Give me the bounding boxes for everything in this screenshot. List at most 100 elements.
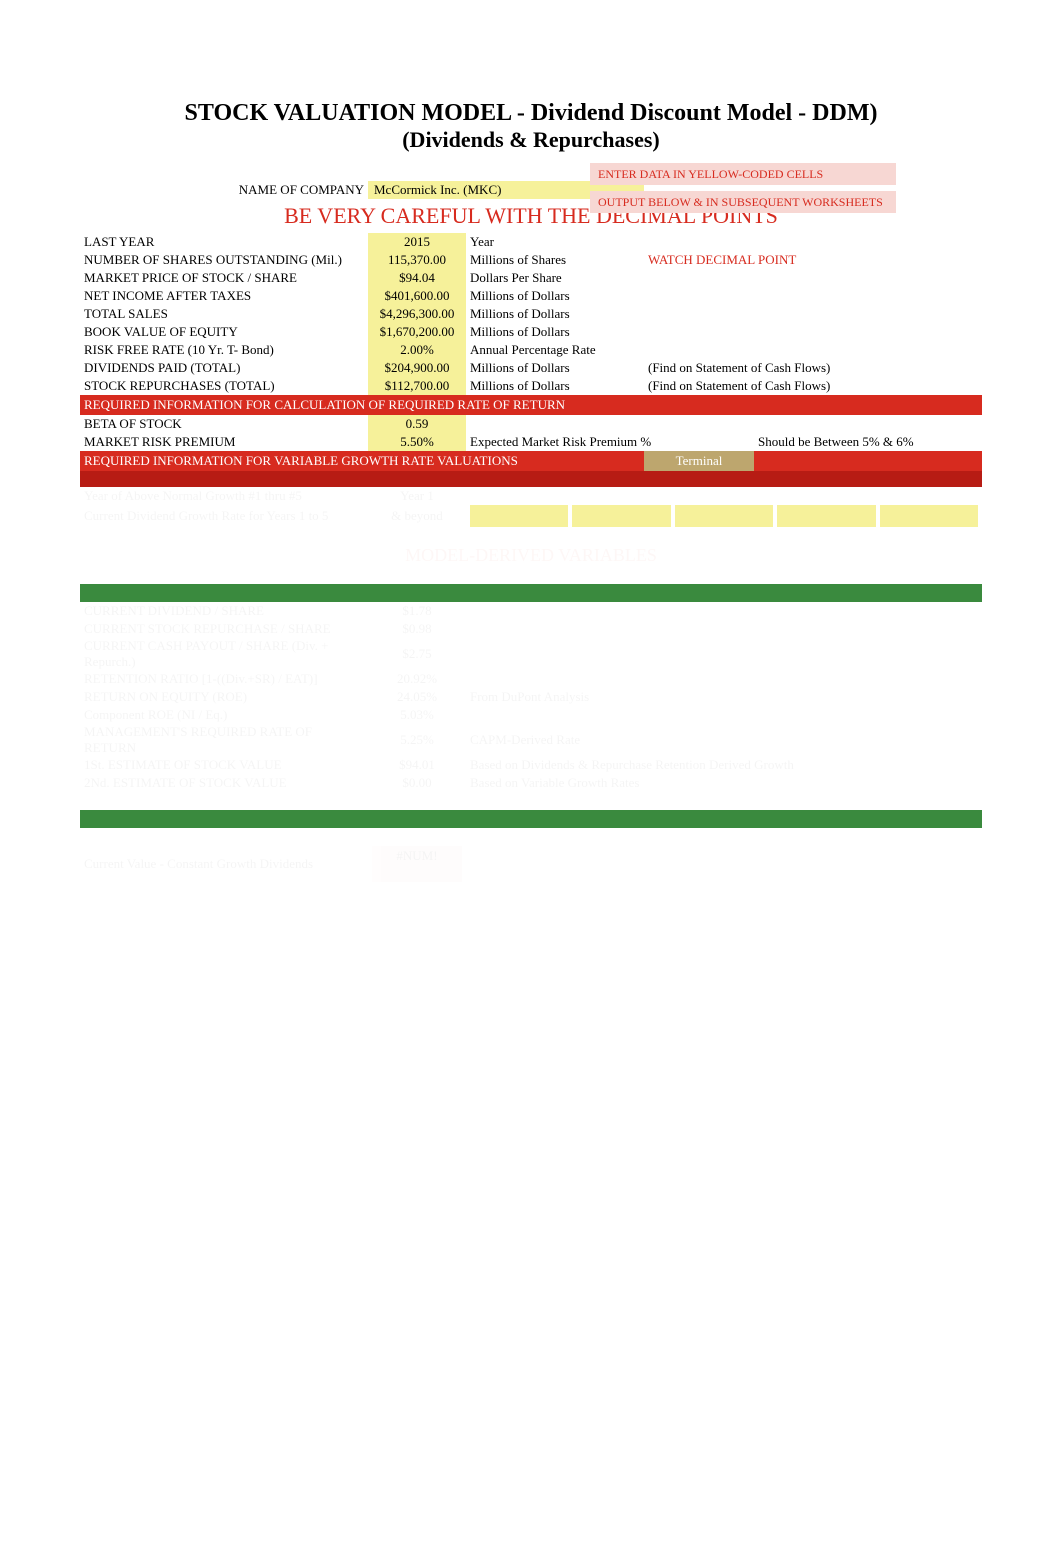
derived-label: CURRENT CASH PAYOUT / SHARE (Div. + Repu… <box>80 638 368 670</box>
row-label: STOCK REPURCHASES (TOTAL) <box>80 377 368 395</box>
row-unit: Millions of Dollars <box>466 359 644 377</box>
table-row: BETA OF STOCK 0.59 <box>80 415 982 433</box>
title-main: STOCK VALUATION MODEL - Dividend Discoun… <box>80 100 982 127</box>
table-row: MARKET PRICE OF STOCK / SHARE $94.04 Dol… <box>80 269 982 287</box>
instruction-output-below: OUTPUT BELOW & IN SUBSEQUENT WORKSHEETS <box>590 191 896 213</box>
row-note: (Find on Statement of Cash Flows) <box>644 359 982 377</box>
table-row: BOOK VALUE OF EQUITY $1,670,200.00 Milli… <box>80 323 982 341</box>
row-label: LAST YEAR <box>80 233 368 251</box>
growth-rate-input-5[interactable] <box>880 505 978 527</box>
mrp-label: MARKET RISK PREMIUM <box>80 433 368 451</box>
derived-value: 5.25% <box>368 724 466 756</box>
derived-label: Component ROE (NI / Eq.) <box>80 706 368 724</box>
derived-label: CURRENT STOCK REPURCHASE / SHARE <box>80 620 368 638</box>
derived-value: 20.92% <box>368 670 466 688</box>
derived-value: $94.01 <box>368 756 466 774</box>
row-value[interactable]: $1,670,200.00 <box>368 323 466 341</box>
derived-label: RETURN ON EQUITY (ROE) <box>80 688 368 706</box>
growth-rate-input-4[interactable] <box>777 505 875 527</box>
table-row: RETURN ON EQUITY (ROE) 24.05% From DuPon… <box>80 688 982 706</box>
row-label: TOTAL SALES <box>80 305 368 323</box>
instruction-enter-data: ENTER DATA IN YELLOW-CODED CELLS <box>590 163 896 185</box>
year-cell: Year 1 <box>368 487 466 505</box>
derived-unit: Based on Variable Growth Rates <box>466 774 982 792</box>
derived-value: 5.03% <box>368 706 466 724</box>
table-row: LAST YEAR 2015 Year <box>80 233 982 251</box>
table-row: 2Nd. ESTIMATE OF STOCK VALUE $0.00 Based… <box>80 774 982 792</box>
green-header-1 <box>80 584 982 602</box>
derived-value: $0.98 <box>368 620 466 638</box>
beta-value[interactable]: 0.59 <box>368 415 466 433</box>
row-unit: Dollars Per Share <box>466 269 644 287</box>
row-label: BOOK VALUE OF EQUITY <box>80 323 368 341</box>
table-row: CURRENT DIVIDEND / SHARE $1.78 <box>80 602 982 620</box>
green-header-2 <box>80 810 982 828</box>
table-row: MARKET RISK PREMIUM 5.50% Expected Marke… <box>80 433 982 451</box>
row-note: (Find on Statement of Cash Flows) <box>644 377 982 395</box>
row-label: DIVIDENDS PAID (TOTAL) <box>80 359 368 377</box>
table-row: RETENTION RATIO [1-((Div.+SR) / EAT)] 20… <box>80 670 982 688</box>
row-label: RISK FREE RATE (10 Yr. T- Bond) <box>80 341 368 359</box>
row-value[interactable]: 2015 <box>368 233 466 251</box>
constant-growth-value: #NUM! <box>372 846 462 882</box>
row-unit: Millions of Dollars <box>466 287 644 305</box>
table-row: NET INCOME AFTER TAXES $401,600.00 Milli… <box>80 287 982 305</box>
row-label: NET INCOME AFTER TAXES <box>80 287 368 305</box>
growth-beyond: & beyond <box>368 505 466 527</box>
row-unit: Millions of Dollars <box>466 305 644 323</box>
derived-value: $2.75 <box>368 638 466 670</box>
table-row: CURRENT CASH PAYOUT / SHARE (Div. + Repu… <box>80 638 982 670</box>
section-derived: MODEL-DERIVED VARIABLES <box>80 545 982 566</box>
growth-rate-input-1[interactable] <box>470 505 568 527</box>
derived-value: $1.78 <box>368 602 466 620</box>
row-unit: Annual Percentage Rate <box>466 341 644 359</box>
row-unit: Year <box>466 233 644 251</box>
derived-label: MANAGEMENT'S REQUIRED RATE OF RETURN <box>80 724 368 756</box>
mrp-unit: Expected Market Risk Premium % <box>466 433 754 451</box>
row-unit: Millions of Shares <box>466 251 644 269</box>
row-value[interactable]: $112,700.00 <box>368 377 466 395</box>
table-row: 1St. ESTIMATE OF STOCK VALUE $94.01 Base… <box>80 756 982 774</box>
table-row: Component ROE (NI / Eq.) 5.03% <box>80 706 982 724</box>
row-note: WATCH DECIMAL POINT <box>644 251 982 269</box>
derived-unit: CAPM-Derived Rate <box>466 724 982 756</box>
row-unit: Millions of Dollars <box>466 377 644 395</box>
row-value[interactable]: 115,370.00 <box>368 251 466 269</box>
row-label: MARKET PRICE OF STOCK / SHARE <box>80 269 368 287</box>
row-label: NUMBER OF SHARES OUTSTANDING (Mil.) <box>80 251 368 269</box>
growth-years-label: Year of Above Normal Growth #1 thru #5 <box>80 487 368 505</box>
table-row: RISK FREE RATE (10 Yr. T- Bond) 2.00% An… <box>80 341 982 359</box>
section-variable-growth: REQUIRED INFORMATION FOR VARIABLE GROWTH… <box>80 451 644 471</box>
row-value[interactable]: $4,296,300.00 <box>368 305 466 323</box>
derived-label: 1St. ESTIMATE OF STOCK VALUE <box>80 756 368 774</box>
mrp-note: Should be Between 5% & 6% <box>754 433 982 451</box>
row-unit: Millions of Dollars <box>466 323 644 341</box>
table-row: NUMBER OF SHARES OUTSTANDING (Mil.) 115,… <box>80 251 982 269</box>
derived-value: $0.00 <box>368 774 466 792</box>
table-row: STOCK REPURCHASES (TOTAL) $112,700.00 Mi… <box>80 377 982 395</box>
derived-value: 24.05% <box>368 688 466 706</box>
derived-unit: From DuPont Analysis <box>466 688 982 706</box>
row-value[interactable]: 2.00% <box>368 341 466 359</box>
mrp-value[interactable]: 5.50% <box>368 433 466 451</box>
company-label: NAME OF COMPANY <box>80 181 368 199</box>
derived-label: RETENTION RATIO [1-((Div.+SR) / EAT)] <box>80 670 368 688</box>
growth-rates-label: Current Dividend Growth Rate for Years 1… <box>80 505 368 527</box>
title-sub: (Dividends & Repurchases) <box>80 127 982 153</box>
growth-rate-input-3[interactable] <box>675 505 773 527</box>
row-value[interactable]: $204,900.00 <box>368 359 466 377</box>
derived-unit: Based on Dividends & Repurchase Retentio… <box>466 756 982 774</box>
table-row: TOTAL SALES $4,296,300.00 Millions of Do… <box>80 305 982 323</box>
section-required-return: REQUIRED INFORMATION FOR CALCULATION OF … <box>80 395 982 415</box>
table-row: CURRENT STOCK REPURCHASE / SHARE $0.98 <box>80 620 982 638</box>
terminal-header: Terminal <box>644 451 754 471</box>
row-value[interactable]: $401,600.00 <box>368 287 466 305</box>
derived-label: 2Nd. ESTIMATE OF STOCK VALUE <box>80 774 368 792</box>
growth-rate-input-2[interactable] <box>572 505 670 527</box>
beta-label: BETA OF STOCK <box>80 415 368 433</box>
table-row: MANAGEMENT'S REQUIRED RATE OF RETURN 5.2… <box>80 724 982 756</box>
row-value[interactable]: $94.04 <box>368 269 466 287</box>
derived-label: CURRENT DIVIDEND / SHARE <box>80 602 368 620</box>
constant-growth-label: Current Value - Constant Growth Dividend… <box>80 846 368 882</box>
valuation-table: NAME OF COMPANY McCormick Inc. (MKC) BE … <box>80 163 982 882</box>
